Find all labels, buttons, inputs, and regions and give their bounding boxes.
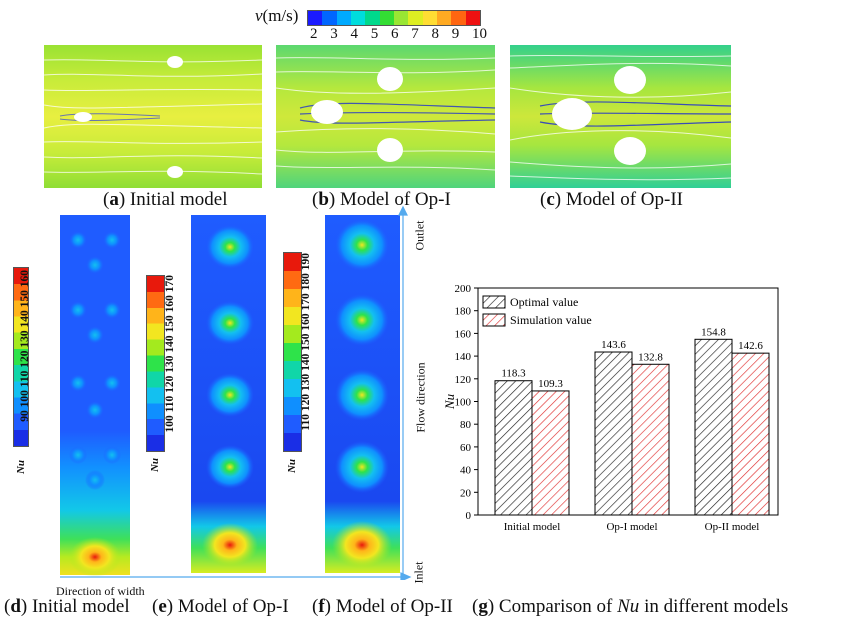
caption-a: (a) Initial model — [103, 189, 228, 210]
label-inlet: Inlet — [411, 561, 426, 584]
caption-b: (b) Model of Op-I — [312, 189, 451, 210]
nu-legend-e: 100 110 120 130 140 150 160 170 Nu — [143, 273, 176, 503]
velocity-tick-label: 7 — [411, 26, 419, 42]
y-tick-label: 140 — [455, 351, 472, 363]
velocity-color-swatch — [451, 11, 466, 25]
caption-d: (d) Initial model — [4, 596, 130, 617]
y-tick-label: 180 — [455, 306, 472, 318]
nu-legend-f: 110 120 130 140 150 160 170 180 190 Nu — [280, 250, 312, 490]
x-tick-label: Op-II model — [705, 521, 760, 533]
x-tick-label: Initial model — [504, 521, 561, 533]
x-tick-label: Op-I model — [606, 521, 657, 533]
caption-e: (e) Model of Op-I — [152, 596, 289, 617]
velocity-colorbar — [307, 10, 481, 26]
label-direction-of-width: Direction of width — [56, 584, 145, 598]
panel-a-streamlines — [43, 45, 263, 188]
caption-f: (f) Model of Op-II — [312, 596, 453, 617]
velocity-tick-labels: 2 3 4 5 6 7 8 9 10 — [307, 26, 487, 44]
bar-simulation — [631, 363, 670, 516]
y-tick-label: 0 — [466, 510, 472, 522]
velocity-color-swatch — [408, 11, 423, 25]
velocity-tick-label: 8 — [431, 26, 440, 42]
bar-optimal — [694, 338, 733, 516]
nu-legend-d: 90 100 110 120 130 140 150 160 Nu — [10, 265, 40, 495]
bar-value-label: 142.6 — [738, 340, 763, 352]
nu-comparison-chart: 0 20 40 60 80 100 120 140 160 180 200 Nu 118.3 109.3 I… — [442, 283, 779, 533]
velocity-tick-label: 2 — [310, 26, 318, 42]
velocity-tick-label: 4 — [350, 26, 359, 42]
velocity-color-swatch — [465, 11, 480, 25]
panel-b-streamlines — [275, 45, 496, 188]
velocity-color-swatch — [379, 11, 394, 25]
label-outlet: Outlet — [412, 220, 427, 251]
velocity-tick-label: 3 — [330, 26, 338, 42]
velocity-legend-label: v(m/s) — [255, 6, 299, 25]
velocity-color-swatch — [436, 11, 452, 25]
caption-c: (c) Model of Op-II — [540, 189, 683, 210]
bar-value-label: 118.3 — [501, 368, 526, 380]
label-flow-direction: Flow direction — [413, 362, 428, 433]
velocity-color-swatch — [350, 11, 366, 25]
bar-value-label: 109.3 — [538, 378, 563, 390]
streamline-panels — [43, 45, 732, 188]
velocity-color-swatch — [365, 11, 380, 25]
contour-panels — [60, 205, 412, 580]
contour-panel-f — [325, 215, 400, 573]
velocity-color-swatch — [336, 11, 351, 25]
legend-label: Optimal value — [510, 295, 578, 309]
velocity-tick-label: 9 — [451, 26, 460, 42]
velocity-tick-label: 10 — [472, 26, 487, 42]
nu-colorbar-f — [283, 252, 302, 452]
y-tick-label: 20 — [460, 487, 472, 499]
velocity-legend: v(m/s) 2 3 4 5 6 7 8 9 10 — [255, 4, 487, 44]
velocity-color-swatch — [422, 11, 437, 25]
nu-colorbar-e — [146, 275, 165, 452]
velocity-tick-label: 5 — [370, 26, 379, 42]
bar-simulation — [531, 390, 570, 516]
velocity-color-swatch — [322, 11, 337, 25]
y-axis-label: Nu — [442, 393, 457, 410]
panel-c-streamlines — [509, 45, 732, 188]
y-tick-label: 80 — [460, 419, 472, 431]
contour-panel-d — [60, 215, 130, 577]
bar-value-label: 132.8 — [638, 351, 663, 363]
nu-colorbar-d — [13, 267, 29, 447]
velocity-color-swatch — [393, 11, 409, 25]
contour-panel-e — [191, 215, 266, 573]
velocity-tick-label: 6 — [391, 26, 399, 42]
bar-value-label: 154.8 — [701, 326, 726, 338]
y-tick-label: 100 — [455, 397, 472, 409]
bar-value-label: 143.6 — [601, 339, 626, 351]
y-tick-label: 200 — [455, 283, 472, 295]
y-tick-label: 60 — [460, 442, 472, 454]
direction-axes — [60, 205, 412, 580]
caption-g: (g) Comparison of Nu in different models — [472, 596, 789, 617]
bar-simulation — [731, 352, 770, 516]
velocity-color-swatch — [308, 11, 323, 25]
y-tick-label: 40 — [460, 465, 472, 477]
bar-optimal — [594, 351, 633, 516]
legend-swatch — [482, 313, 506, 327]
legend-swatch — [482, 295, 506, 309]
bar-optimal — [494, 380, 533, 516]
y-tick-label: 120 — [455, 374, 472, 386]
y-tick-label: 160 — [455, 328, 472, 340]
legend-label: Simulation value — [510, 313, 592, 327]
